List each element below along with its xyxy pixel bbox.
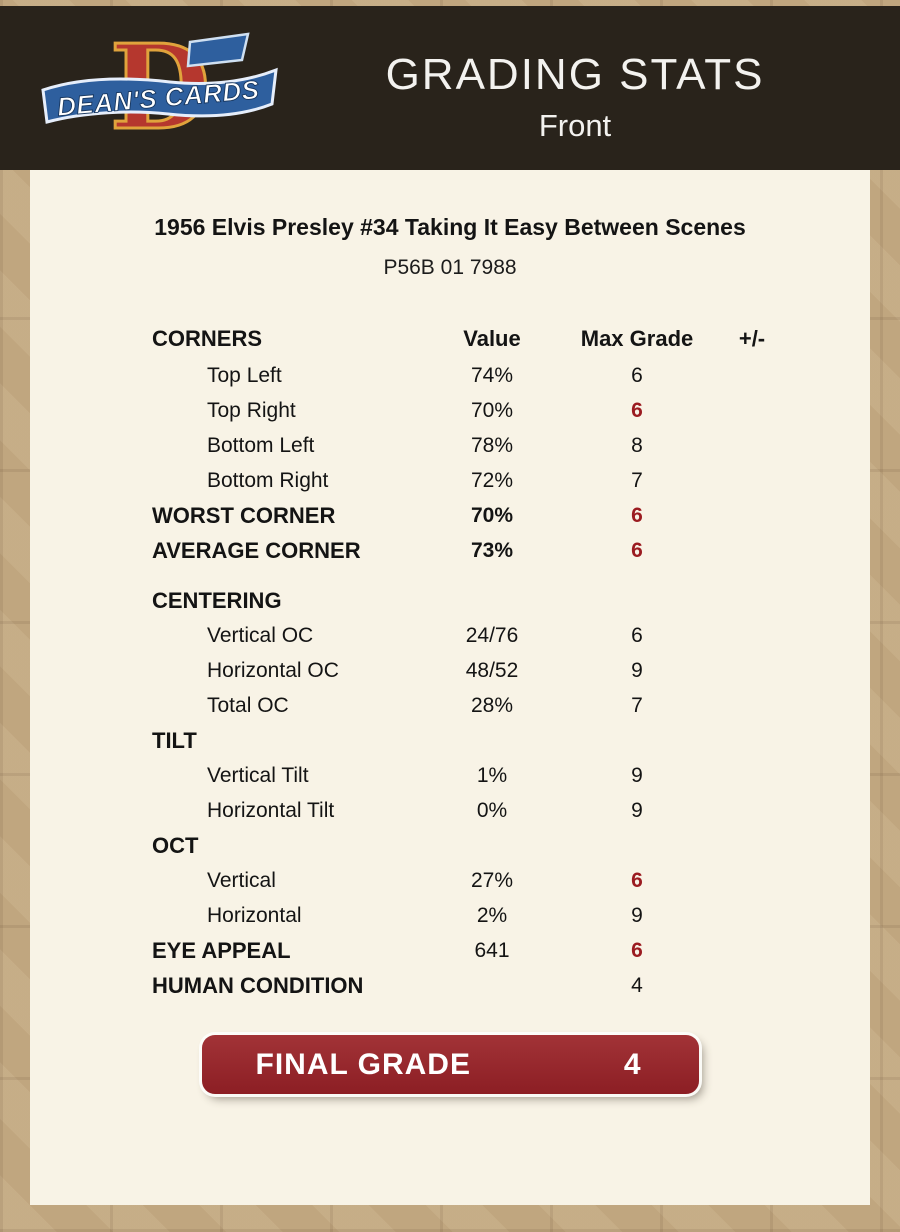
row-value: 70% <box>470 398 514 422</box>
table-row: Total OC 28% 7 <box>152 688 792 723</box>
row-grade: 4 <box>631 973 643 997</box>
row-grade: 6 <box>631 363 643 387</box>
row-value: 74% <box>470 363 514 387</box>
table-row: Horizontal OC 48/52 9 <box>152 653 792 688</box>
row-label: Horizontal OC <box>207 658 339 682</box>
row-label: CENTERING <box>152 587 282 613</box>
row-label: EYE APPEAL <box>152 937 291 963</box>
row-label: Bottom Left <box>207 433 315 457</box>
row-value: 73% <box>470 538 514 562</box>
row-label: Vertical OC <box>207 623 314 647</box>
row-grade: 6 <box>631 938 643 962</box>
table-row: Top Left 74% 6 <box>152 358 792 393</box>
header-title-block: GRADING STATS Front <box>386 50 765 148</box>
row-label: Horizontal <box>207 903 302 927</box>
table-row: TILT <box>152 723 792 758</box>
row-label: Vertical Tilt <box>207 763 309 787</box>
row-value: 1% <box>476 763 508 787</box>
row-value: 2% <box>476 903 508 927</box>
row-grade: 6 <box>631 868 643 892</box>
row-grade: 9 <box>631 658 643 682</box>
table-row: HUMAN CONDITION 4 <box>152 968 792 1003</box>
row-value: 48/52 <box>465 658 519 682</box>
final-grade-banner: FINAL GRADE 4 <box>201 1035 699 1094</box>
table-row: Vertical Tilt 1% 9 <box>152 758 792 793</box>
row-value: 72% <box>470 468 514 492</box>
row-label: WORST CORNER <box>152 502 336 528</box>
table-row: Top Right 70% 6 <box>152 393 792 428</box>
row-grade: 6 <box>631 623 643 647</box>
row-value: 641 <box>474 938 510 962</box>
row-grade: 7 <box>631 468 643 492</box>
ribbon-tail <box>186 32 250 68</box>
table-row: WORST CORNER 70% 6 <box>152 498 792 533</box>
row-label: OCT <box>152 832 199 858</box>
row-label: Top Left <box>207 363 282 387</box>
row-grade: 6 <box>631 538 643 562</box>
table-row: Bottom Right 72% 7 <box>152 463 792 498</box>
table-row: CENTERING <box>152 583 792 618</box>
table-row: Vertical OC 24/76 6 <box>152 618 792 653</box>
row-label: Bottom Right <box>207 468 329 492</box>
row-grade: 8 <box>631 433 643 457</box>
row-label: TILT <box>152 727 197 753</box>
page-title: GRADING STATS <box>385 50 765 99</box>
header-bar: D DEAN'S CARDS GRADING STATS Front <box>0 6 900 170</box>
table-row: Horizontal Tilt 0% 9 <box>152 793 792 828</box>
row-grade: 9 <box>631 903 643 927</box>
table-row: Vertical 27% 6 <box>152 863 792 898</box>
row-grade: 9 <box>631 798 643 822</box>
col-header-value: Value <box>463 326 521 351</box>
row-grade: 6 <box>631 398 643 422</box>
row-label: Vertical <box>207 868 276 892</box>
final-grade-value: 4 <box>623 1047 641 1081</box>
col-header-corners: CORNERS <box>152 326 263 351</box>
row-value: 0% <box>476 798 508 822</box>
row-value: 70% <box>470 503 514 527</box>
deans-cards-logo-graphic: D DEAN'S CARDS <box>41 19 278 158</box>
card-serial-number: P56B 01 7988 <box>383 256 517 279</box>
table-row: OCT <box>152 828 792 863</box>
row-label: Total OC <box>207 693 289 717</box>
table-header-row: CORNERS Value Max Grade +/- <box>152 320 792 358</box>
row-value: 27% <box>470 868 514 892</box>
deans-cards-logo[interactable]: D DEAN'S CARDS <box>40 19 280 158</box>
table-row: Bottom Left 78% 8 <box>152 428 792 463</box>
grading-table: CORNERS Value Max Grade +/- Top Left 74%… <box>152 320 792 1003</box>
content-panel: 1956 Elvis Presley #34 Taking It Easy Be… <box>30 170 870 1205</box>
row-value: 24/76 <box>465 623 519 647</box>
table-row: Horizontal 2% 9 <box>152 898 792 933</box>
final-grade-label: FINAL GRADE <box>255 1047 471 1081</box>
col-header-max-grade: Max Grade <box>580 326 694 351</box>
row-grade: 6 <box>631 503 643 527</box>
table-row: EYE APPEAL 641 6 <box>152 933 792 968</box>
row-grade: 7 <box>631 693 643 717</box>
row-grade: 9 <box>631 763 643 787</box>
row-value: 28% <box>470 693 514 717</box>
row-label: Horizontal Tilt <box>207 798 335 822</box>
row-label: Top Right <box>207 398 296 422</box>
row-value: 78% <box>470 433 514 457</box>
ribbon-banner <box>41 67 278 124</box>
row-label: HUMAN CONDITION <box>152 972 364 998</box>
col-header-plus-minus: +/- <box>738 326 766 351</box>
row-label: AVERAGE CORNER <box>152 537 361 563</box>
table-row: AVERAGE CORNER 73% 6 <box>152 533 792 568</box>
page-subtitle: Front <box>538 108 612 143</box>
card-title: 1956 Elvis Presley #34 Taking It Easy Be… <box>154 214 746 240</box>
grading-table-body: Top Left 74% 6 Top Right 70% 6 Bottom Le… <box>152 358 792 1003</box>
